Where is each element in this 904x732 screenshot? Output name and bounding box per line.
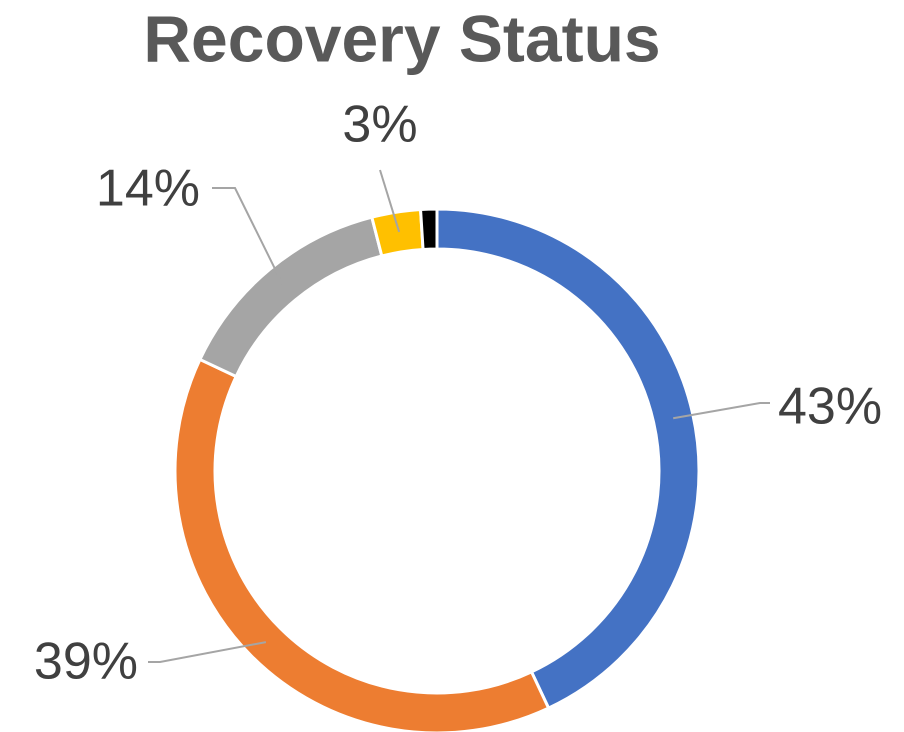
- donut-slice: [418, 207, 439, 252]
- donut-slice: [370, 207, 425, 258]
- leader-line: [212, 187, 284, 285]
- donut-slice: [173, 357, 551, 732]
- data-label: 43%: [778, 378, 882, 436]
- donut-slice: [197, 215, 384, 379]
- donut-slice: [435, 207, 701, 711]
- leader-line: [672, 402, 770, 420]
- leader-line: [379, 169, 401, 233]
- data-label: 3%: [342, 96, 417, 154]
- leader-line: [148, 641, 267, 663]
- chart-title: Recovery Status: [143, 1, 660, 75]
- data-label: 39%: [34, 633, 138, 691]
- data-label: 14%: [96, 160, 200, 218]
